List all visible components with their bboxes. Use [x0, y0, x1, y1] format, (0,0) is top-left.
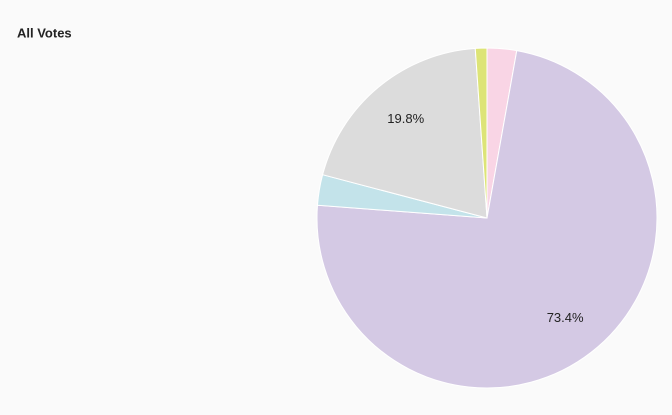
pie-slice — [474, 47, 488, 219]
pie-slice — [321, 47, 488, 219]
slice-label: 73.4% — [547, 310, 584, 325]
pie-slice — [316, 50, 658, 389]
slice-label: 19.8% — [387, 111, 424, 126]
chart-title: All Votes — [17, 25, 72, 40]
